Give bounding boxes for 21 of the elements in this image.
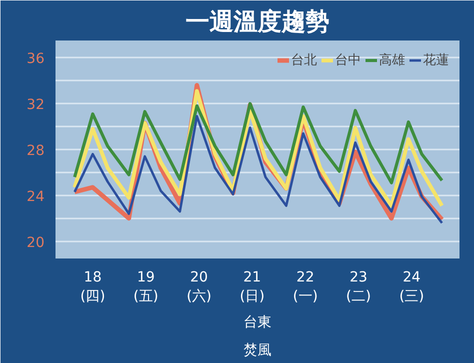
legend-label: 花蓮 bbox=[423, 52, 449, 69]
x-tick-label: 21 (日) bbox=[240, 270, 265, 305]
y-tick-label: 36 bbox=[26, 51, 45, 68]
x-tick-label: 22 (一) bbox=[292, 270, 318, 305]
legend-label: 高雄 bbox=[379, 52, 405, 69]
text: 台東 bbox=[244, 314, 272, 330]
legend-label: 台中 bbox=[335, 52, 361, 69]
x-tick-label: 23 (二) bbox=[346, 270, 371, 305]
legend-label: 台北 bbox=[291, 52, 317, 69]
text: 焚風 bbox=[244, 342, 272, 358]
y-tick-label: 32 bbox=[26, 97, 45, 114]
x-tick-label: 20 (六) bbox=[186, 270, 212, 305]
line-series bbox=[73, 115, 444, 224]
x-tick-label: 18 (四) bbox=[80, 270, 106, 305]
y-tick-label: 20 bbox=[26, 234, 45, 251]
line-series bbox=[73, 102, 444, 184]
x-tick-label: 24 (三) bbox=[399, 270, 424, 305]
y-tick-label: 24 bbox=[26, 188, 45, 205]
y-tick-label: 28 bbox=[26, 143, 45, 159]
x-tick-label: 19 (五) bbox=[133, 270, 158, 305]
chart-title: 一週溫度趨勢 bbox=[186, 8, 330, 36]
